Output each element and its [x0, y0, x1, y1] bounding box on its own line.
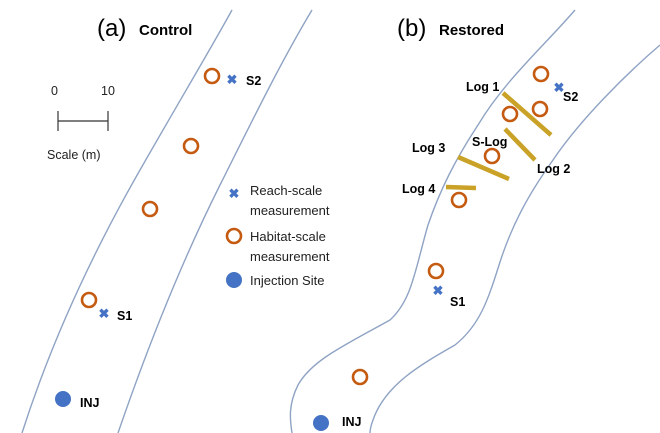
legend-cross-icon: ✖ [229, 186, 240, 201]
habitat-point [531, 100, 549, 118]
legend-reach-line2: measurement [250, 203, 330, 218]
panel-b-title: Restored [439, 22, 504, 39]
habitat-point [532, 65, 550, 83]
habitat-point [501, 105, 519, 123]
restored-left-bank [289, 9, 576, 433]
reach-point-s1-icon: ✖ [433, 283, 444, 298]
habitat-point [203, 67, 221, 85]
habitat-point [182, 137, 200, 155]
restored-s2-label: S2 [563, 90, 578, 104]
restored-s1-label: S1 [450, 295, 465, 309]
control-left-bank [21, 9, 233, 433]
habitat-point [80, 291, 98, 309]
control-right-bank [117, 9, 313, 433]
scale-tick-0: 0 [51, 84, 58, 98]
injection-site-marker [313, 415, 329, 431]
scale-label: Scale (m) [47, 148, 100, 162]
reach-point-s2-icon: ✖ [554, 80, 565, 95]
log-2-bar [503, 127, 537, 162]
panel-b-letter: (b) [397, 15, 426, 42]
panel-a-title: Control [139, 22, 192, 39]
reach-point-s1-icon: ✖ [99, 306, 110, 321]
legend-reach-line1: Reach-scale [250, 183, 322, 198]
habitat-point [450, 191, 468, 209]
habitat-point [427, 262, 445, 280]
control-s1-label: S1 [117, 309, 132, 323]
habitat-point [141, 200, 159, 218]
log-3-label: Log 3 [412, 141, 445, 155]
legend-injection-label: Injection Site [250, 273, 324, 288]
restored-inj-label: INJ [342, 415, 362, 429]
legend-habitat-line2: measurement [250, 249, 330, 264]
legend-ring-icon [225, 227, 243, 245]
habitat-point [483, 147, 501, 165]
legend-habitat-line1: Habitat-scale [250, 229, 326, 244]
legend-filled-circle-icon [226, 272, 242, 288]
control-inj-label: INJ [80, 396, 100, 410]
s-log-label: S-Log [472, 135, 507, 149]
reach-point-s2-icon: ✖ [227, 72, 238, 87]
restored-right-bank [369, 44, 660, 433]
log-2-label: Log 2 [537, 162, 570, 176]
panel-a-letter: (a) [97, 15, 126, 42]
log-1-label: Log 1 [466, 80, 499, 94]
log-4-bar [445, 184, 477, 191]
log-4-label: Log 4 [402, 182, 435, 196]
habitat-point [351, 368, 369, 386]
log-1-bar [501, 91, 553, 137]
scale-tick-10: 10 [101, 84, 115, 98]
log-3-bar [457, 154, 510, 182]
control-s2-label: S2 [246, 74, 261, 88]
injection-site-marker [55, 391, 71, 407]
